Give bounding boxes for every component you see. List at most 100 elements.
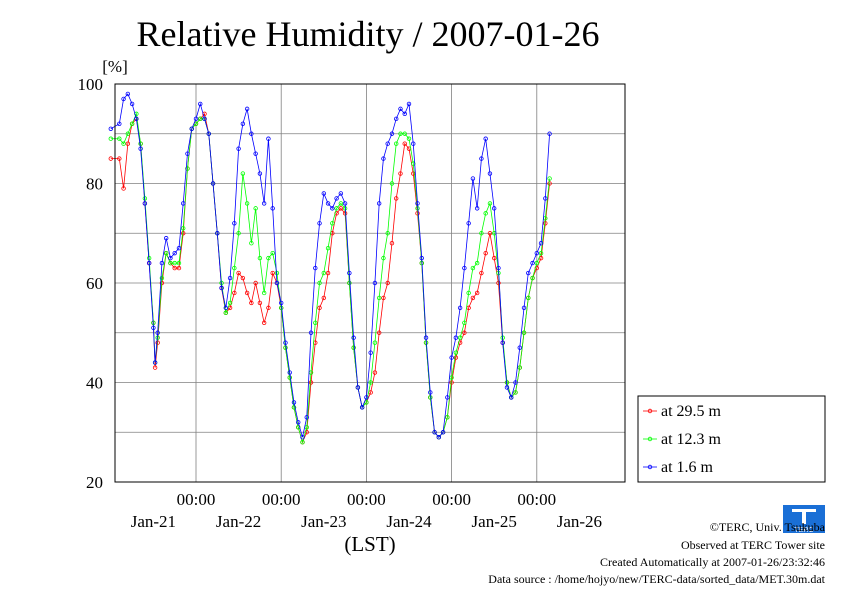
data-point	[394, 141, 399, 146]
data-point	[487, 231, 493, 236]
data-point	[419, 255, 424, 261]
data-point	[117, 156, 122, 161]
data-point	[155, 330, 160, 335]
data-point	[291, 400, 297, 405]
logo-text: TERC	[794, 527, 813, 534]
data-point	[457, 335, 463, 340]
data-point	[334, 206, 339, 211]
data-point	[206, 131, 211, 136]
series-2	[108, 111, 552, 445]
data-point	[232, 221, 237, 226]
data-point	[509, 395, 514, 400]
data-point	[517, 345, 522, 350]
x-tick-time: 00:00	[347, 490, 386, 509]
data-point	[538, 240, 544, 246]
data-point	[172, 260, 177, 266]
data-point	[521, 305, 527, 311]
data-point	[325, 245, 331, 251]
chart-title: Relative Humidity / 2007-01-26	[137, 14, 600, 54]
x-tick-time: 00:00	[432, 490, 471, 509]
x-tick-time: 00:00	[517, 490, 556, 509]
data-point	[538, 250, 544, 256]
data-point	[125, 141, 131, 146]
data-point	[432, 430, 437, 435]
data-point	[181, 226, 186, 231]
data-point	[398, 131, 403, 136]
x-axis-label: (LST)	[344, 532, 395, 556]
data-point	[423, 335, 429, 340]
data-point	[240, 121, 246, 126]
data-point	[244, 106, 250, 112]
data-point	[223, 305, 229, 311]
data-point	[172, 265, 177, 271]
data-point	[462, 265, 467, 271]
data-point	[470, 295, 476, 301]
data-point	[129, 121, 135, 126]
data-point	[470, 265, 476, 271]
data-point	[325, 201, 331, 206]
data-point	[313, 320, 318, 325]
data-point	[261, 320, 267, 325]
data-point	[257, 255, 263, 261]
y-tick-labels: 20 40 60 80 100	[78, 75, 104, 492]
series-line	[110, 93, 550, 438]
data-point	[474, 206, 480, 211]
series-line	[110, 112, 550, 444]
data-point	[415, 201, 420, 206]
data-point	[198, 116, 203, 122]
data-point	[474, 290, 480, 296]
data-point	[227, 275, 233, 281]
data-point	[261, 201, 267, 206]
data-point	[117, 136, 122, 141]
data-point	[232, 290, 237, 296]
legend-label: at 12.3 m	[661, 431, 722, 448]
legend-marker	[647, 464, 653, 470]
data-point	[330, 221, 335, 226]
y-tick-label: 80	[86, 175, 103, 194]
data-point	[402, 141, 407, 146]
data-point	[474, 260, 480, 266]
data-point	[176, 245, 182, 251]
data-point	[210, 181, 216, 186]
data-point	[304, 415, 309, 420]
data-point	[198, 101, 203, 107]
data-point	[530, 260, 535, 266]
y-tick-label: 40	[86, 374, 103, 393]
data-point	[368, 380, 373, 385]
data-point	[274, 270, 280, 276]
logo-mark	[792, 509, 816, 524]
plot-grid	[115, 84, 625, 482]
legend-label: at 29.5 m	[661, 403, 722, 420]
legend: at 29.5 m at 12.3 m at 1.6 m	[643, 403, 722, 476]
data-point	[526, 270, 531, 276]
data-point	[202, 116, 207, 122]
data-point	[249, 300, 254, 306]
legend-label: at 1.6 m	[661, 459, 714, 476]
data-point	[483, 250, 488, 256]
data-point	[372, 340, 378, 345]
data-point	[406, 136, 412, 141]
data-point	[185, 166, 190, 171]
data-point	[543, 196, 548, 201]
credit-created: Created Automatically at 2007-01-26/23:3…	[600, 555, 825, 569]
data-point	[134, 116, 139, 122]
x-tick-time: 00:00	[177, 490, 216, 509]
data-point	[176, 260, 182, 266]
data-point	[389, 181, 395, 186]
data-point	[138, 141, 143, 146]
data-point	[142, 201, 148, 206]
data-point	[402, 111, 407, 117]
data-point	[492, 255, 497, 261]
x-tick-date: Jan-21	[131, 512, 176, 531]
data-point	[547, 131, 552, 136]
data-point	[279, 300, 284, 306]
data-point	[270, 206, 275, 211]
credit-site: Observed at TERC Tower site	[681, 538, 825, 552]
data-point	[244, 290, 250, 296]
data-point	[330, 206, 335, 211]
data-point	[445, 415, 450, 420]
data-point	[317, 305, 322, 311]
data-point	[449, 355, 454, 360]
data-point	[394, 196, 399, 201]
data-point	[266, 305, 271, 311]
